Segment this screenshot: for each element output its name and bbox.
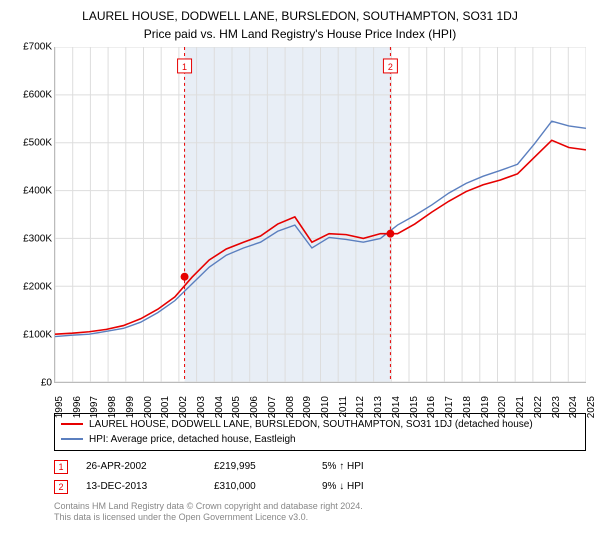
x-tick-label: 2012 [355,396,366,418]
sale-price: £310,000 [214,481,304,492]
legend: LAUREL HOUSE, DODWELL LANE, BURSLEDON, S… [54,413,586,451]
legend-label: LAUREL HOUSE, DODWELL LANE, BURSLEDON, S… [89,417,533,432]
legend-item: HPI: Average price, detached house, East… [61,432,579,447]
page-subtitle: Price paid vs. HM Land Registry's House … [10,27,590,41]
chart: £0£100K£200K£300K£400K£500K£600K£700K 12… [10,47,590,407]
x-tick-label: 2006 [249,396,260,418]
x-tick-label: 2013 [373,396,384,418]
x-tick-label: 2023 [551,396,562,418]
legend-swatch [61,438,83,440]
svg-text:2: 2 [388,62,393,72]
y-tick-label: £500K [10,137,52,148]
x-tick-label: 2022 [533,396,544,418]
x-tick-label: 2015 [409,396,420,418]
x-tick-label: 2008 [285,396,296,418]
x-tick-label: 2009 [302,396,313,418]
x-tick-label: 2018 [462,396,473,418]
y-tick-label: £100K [10,329,52,340]
x-tick-label: 2025 [586,396,597,418]
sales-table: 1 26-APR-2002 £219,995 5% ↑ HPI 2 13-DEC-2013… [54,457,586,497]
x-tick-label: 2003 [196,396,207,418]
x-tick-label: 2001 [160,396,171,418]
sale-date: 13-DEC-2013 [86,481,196,492]
x-tick-label: 1996 [72,396,83,418]
x-tick-label: 1998 [107,396,118,418]
legend-swatch [61,423,83,425]
x-axis: 1995199619971998199920002001200220032004… [54,385,586,407]
x-tick-label: 2024 [568,396,579,418]
x-tick-label: 1999 [125,396,136,418]
x-tick-label: 2005 [231,396,242,418]
sale-row: 1 26-APR-2002 £219,995 5% ↑ HPI [54,457,586,477]
x-tick-label: 2002 [178,396,189,418]
x-tick-label: 1995 [54,396,65,418]
x-tick-label: 1997 [89,396,100,418]
sale-badge: 2 [54,480,68,494]
y-tick-label: £200K [10,281,52,292]
x-tick-label: 2017 [444,396,455,418]
y-tick-label: £700K [10,41,52,52]
y-tick-label: £400K [10,185,52,196]
x-tick-label: 2007 [267,396,278,418]
legend-label: HPI: Average price, detached house, East… [89,432,296,447]
legend-item: LAUREL HOUSE, DODWELL LANE, BURSLEDON, S… [61,417,579,432]
x-tick-label: 2016 [426,396,437,418]
plot-area: 12 [54,47,586,383]
x-tick-label: 2004 [214,396,225,418]
y-tick-label: £600K [10,89,52,100]
x-tick-label: 2010 [320,396,331,418]
x-tick-label: 2019 [480,396,491,418]
x-tick-label: 2020 [497,396,508,418]
y-tick-label: £300K [10,233,52,244]
sale-row: 2 13-DEC-2013 £310,000 9% ↓ HPI [54,477,586,497]
page-title: LAUREL HOUSE, DODWELL LANE, BURSLEDON, S… [10,8,590,25]
y-axis: £0£100K£200K£300K£400K£500K£600K£700K [10,47,52,383]
x-tick-label: 2000 [143,396,154,418]
sale-delta: 9% ↓ HPI [322,481,586,492]
sale-delta: 5% ↑ HPI [322,461,586,472]
chart-svg: 12 [55,47,586,382]
footer-line-1: Contains HM Land Registry data © Crown c… [54,501,590,513]
svg-text:1: 1 [182,62,187,72]
x-tick-label: 2021 [515,396,526,418]
x-tick-label: 2014 [391,396,402,418]
sale-badge: 1 [54,460,68,474]
footer-line-2: This data is licensed under the Open Gov… [54,512,590,524]
sale-price: £219,995 [214,461,304,472]
footer-attribution: Contains HM Land Registry data © Crown c… [54,501,590,524]
y-tick-label: £0 [10,377,52,388]
sale-date: 26-APR-2002 [86,461,196,472]
x-tick-label: 2011 [338,396,349,418]
